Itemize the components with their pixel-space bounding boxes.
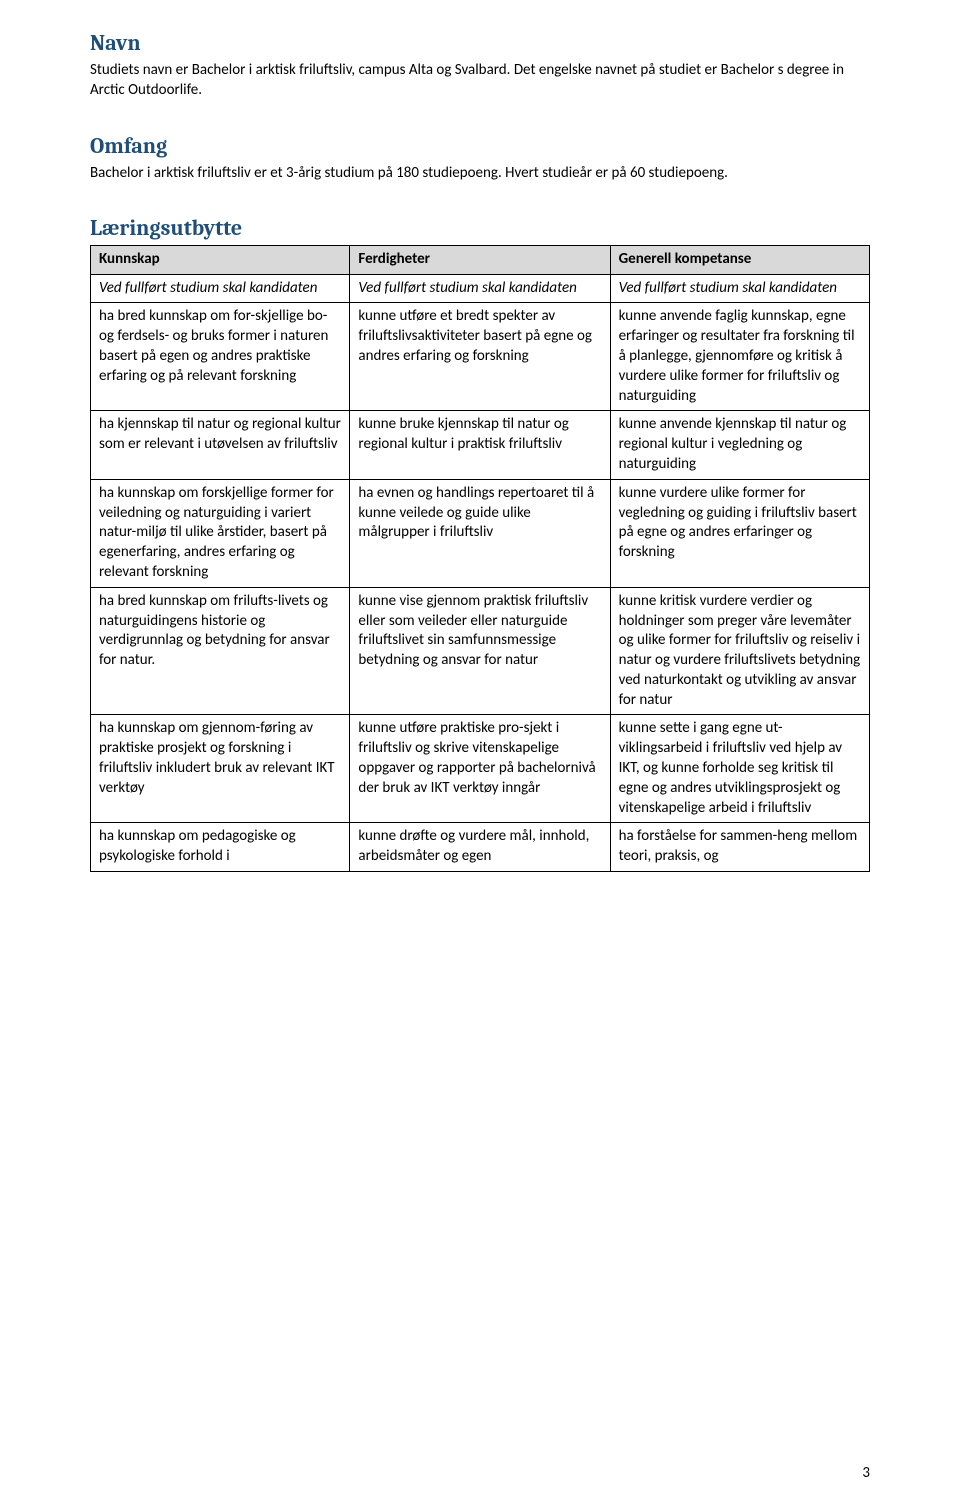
cell-generell: kunne sette i gang egne ut-viklingsarbei… [610,715,869,823]
table-row: ha kunnskap om gjennom-føring av praktis… [91,715,870,823]
navn-heading: Navn [90,30,870,56]
cell-ferdigheter: kunne vise gjennom praktisk friluftsliv … [350,587,610,715]
cell-generell: ha forståelse for sammen-heng mellom teo… [610,823,869,872]
cell-kunnskap: ha kunnskap om pedagogiske og psykologis… [91,823,350,872]
cell-ferdigheter: kunne drøfte og vurdere mål, innhold, ar… [350,823,610,872]
cell-ferdigheter: kunne bruke kjennskap til natur og regio… [350,411,610,479]
table-header-row: Kunnskap Ferdigheter Generell kompetanse [91,245,870,274]
learning-outcomes-table: Kunnskap Ferdigheter Generell kompetanse… [90,245,870,872]
cell-kunnskap: ha kunnskap om forskjellige former for v… [91,479,350,587]
cell-ferdigheter: kunne utføre praktiske pro-sjekt i frilu… [350,715,610,823]
laeringsutbytte-heading: Læringsutbytte [90,215,870,241]
table-intro-row: Ved fullført studium skal kandidaten Ved… [91,274,870,303]
intro-cell-ferdigheter: Ved fullført studium skal kandidaten [350,274,610,303]
navn-body: Studiets navn er Bachelor i arktisk fril… [90,60,870,101]
table-row: ha bred kunnskap om frilufts-livets og n… [91,587,870,715]
cell-kunnskap: ha bred kunnskap om frilufts-livets og n… [91,587,350,715]
cell-ferdigheter: kunne utføre et bredt spekter av friluft… [350,303,610,411]
table-row: ha kjennskap til natur og regional kultu… [91,411,870,479]
omfang-heading: Omfang [90,133,870,159]
cell-generell: kunne kritisk vurdere verdier og holdnin… [610,587,869,715]
cell-generell: kunne anvende kjennskap til natur og reg… [610,411,869,479]
page-number: 3 [862,1464,870,1482]
intro-cell-kunnskap: Ved fullført studium skal kandidaten [91,274,350,303]
cell-generell: kunne anvende faglig kunnskap, egne erfa… [610,303,869,411]
table-row: ha kunnskap om pedagogiske og psykologis… [91,823,870,872]
cell-kunnskap: ha bred kunnskap om for-skjellige bo- og… [91,303,350,411]
cell-ferdigheter: ha evnen og handlings repertoaret til å … [350,479,610,587]
table-row: ha bred kunnskap om for-skjellige bo- og… [91,303,870,411]
column-header-ferdigheter: Ferdigheter [350,245,610,274]
column-header-kunnskap: Kunnskap [91,245,350,274]
column-header-generell: Generell kompetanse [610,245,869,274]
cell-kunnskap: ha kjennskap til natur og regional kultu… [91,411,350,479]
omfang-body: Bachelor i arktisk friluftsliv er et 3-å… [90,163,870,183]
document-page: Navn Studiets navn er Bachelor i arktisk… [0,0,960,1506]
table-row: ha kunnskap om forskjellige former for v… [91,479,870,587]
intro-cell-generell: Ved fullført studium skal kandidaten [610,274,869,303]
cell-kunnskap: ha kunnskap om gjennom-føring av praktis… [91,715,350,823]
cell-generell: kunne vurdere ulike former for veglednin… [610,479,869,587]
